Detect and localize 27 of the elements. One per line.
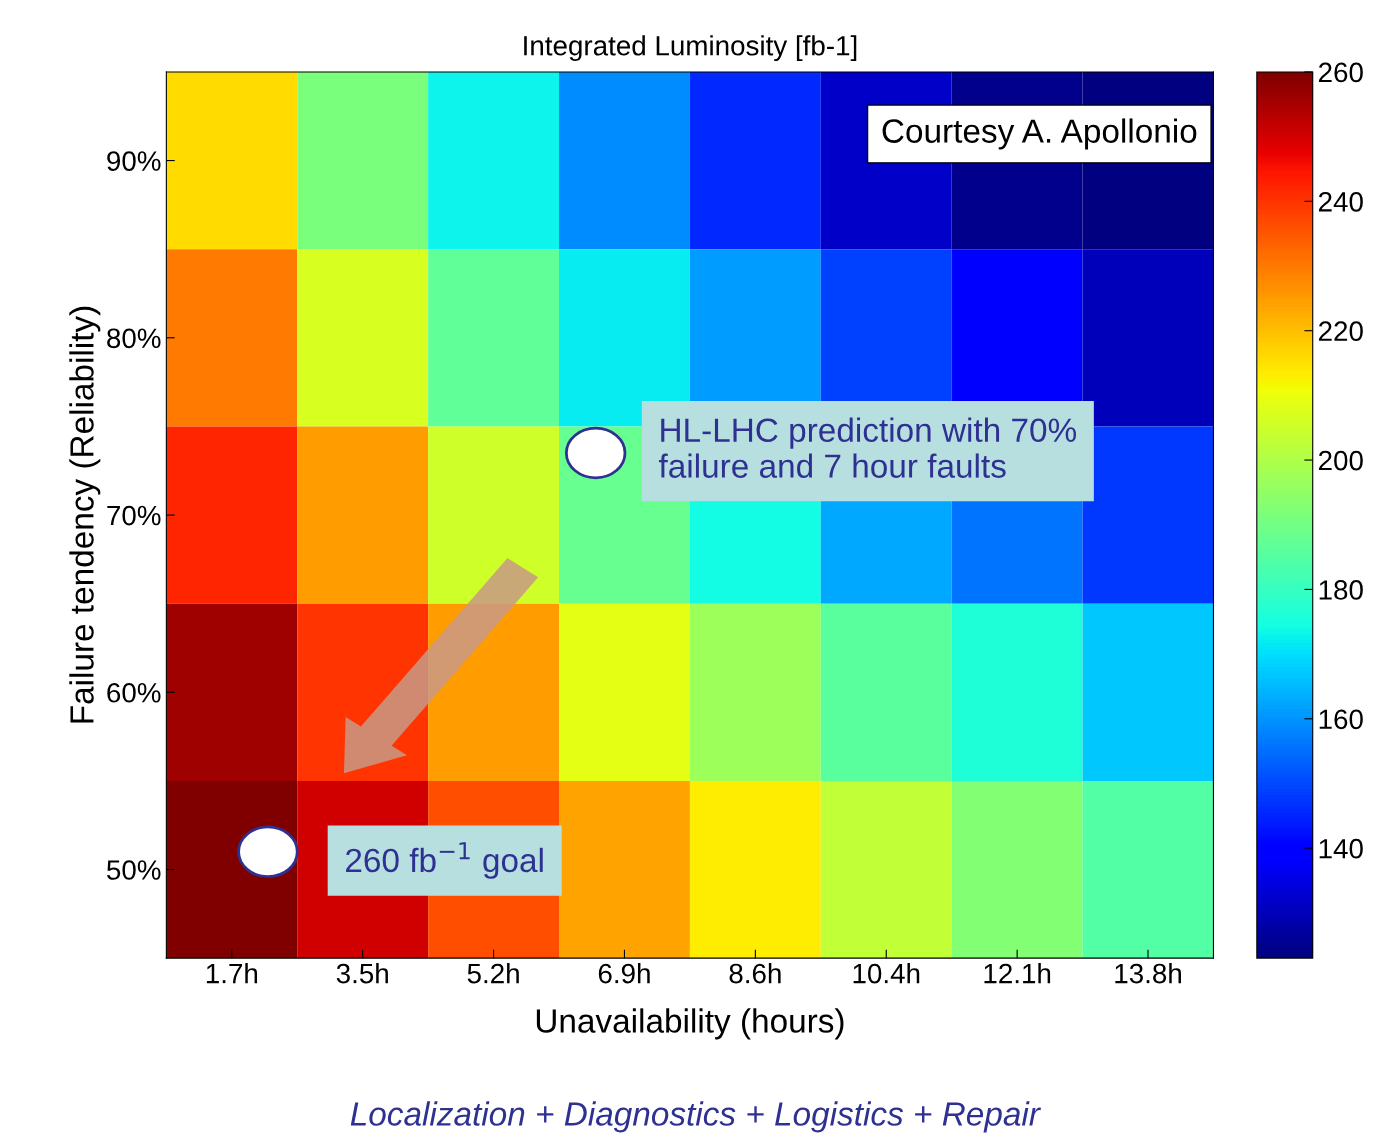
- color-bar-label: 200: [1318, 450, 1363, 471]
- x-tick-label: 12.1h: [984, 963, 1051, 984]
- x-tick-label: 8.6h: [729, 963, 781, 984]
- x-axis-title: Unavailability (hours): [536, 1008, 844, 1040]
- annotation: Courtesy A. Apollonio: [882, 118, 1197, 150]
- annotation: HL-LHC prediction with 70% failure and 7 hour faults: [658, 417, 1077, 478]
- y-tick-label: 50%: [107, 860, 161, 880]
- color-bar-label: 220: [1318, 321, 1363, 342]
- y-axis-title: Failure tendency (Reliability): [69, 306, 101, 723]
- annotation: 260 fb$^{−1}$ goal: [346, 842, 543, 879]
- color-bar-label: 260: [1318, 62, 1363, 83]
- y-tick-label: 70%: [107, 505, 161, 526]
- chart-title: Integrated Luminosity [fb-1]: [524, 35, 857, 62]
- color-bar-label: 140: [1319, 838, 1363, 859]
- color-bar-label: 160: [1319, 709, 1363, 730]
- text: Localization + Diagnostics + Logistics + Repair: [350, 1101, 1042, 1133]
- y-tick-label: 60%: [107, 682, 161, 703]
- y-tick-label: 90%: [107, 151, 161, 171]
- x-tick-label: 1.7h: [206, 963, 258, 984]
- x-tick-label: 5.2h: [467, 963, 519, 984]
- color-bar-label: 180: [1319, 580, 1363, 600]
- x-tick-label: 6.9h: [598, 963, 650, 984]
- x-tick-label: 10.4h: [853, 963, 920, 984]
- x-tick-label: 3.5h: [336, 963, 388, 984]
- y-tick-label: 80%: [107, 328, 161, 349]
- x-tick-label: 13.8h: [1115, 963, 1181, 984]
- color-bar-label: 240: [1318, 191, 1363, 212]
